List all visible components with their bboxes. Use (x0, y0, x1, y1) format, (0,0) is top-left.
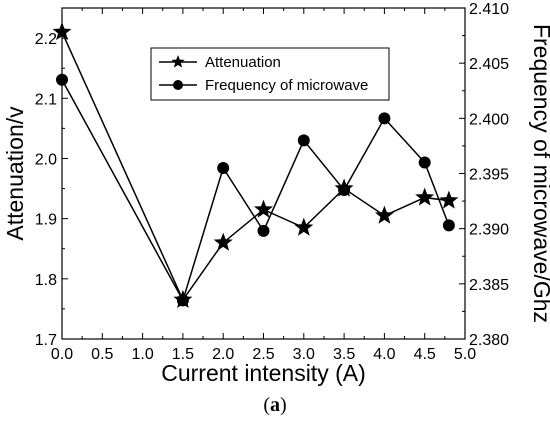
star-point (52, 22, 72, 41)
x-tick-label: 0.0 (51, 346, 73, 363)
x-tick-label: 0.5 (91, 346, 113, 363)
circle-point (217, 161, 230, 174)
figure-caption: (a) (263, 394, 287, 416)
y-left-tick-label: 1.8 (35, 272, 57, 289)
x-tick-label: 2.0 (212, 346, 234, 363)
circle-point (257, 224, 270, 237)
y-right-tick-label: 2.390 (469, 222, 509, 239)
y-right-tick-label: 2.410 (469, 1, 509, 18)
legend-circle-marker (173, 80, 183, 90)
x-axis-title: Current intensity (A) (161, 360, 366, 386)
legend-box (150, 47, 390, 101)
y-right-tick-label: 2.385 (469, 277, 509, 294)
y-right-tick-label: 2.380 (469, 332, 509, 349)
circle-point (418, 156, 431, 169)
y-right-tick-label: 2.405 (469, 56, 509, 73)
star-point (374, 205, 394, 224)
star-point (294, 217, 314, 236)
circle-point (176, 294, 189, 307)
y-left-tick-label: 1.9 (35, 212, 57, 229)
series-line-circle (61, 79, 450, 303)
x-tick-label: 1.0 (131, 346, 153, 363)
legend-star-marker (171, 55, 185, 68)
y-left-tick-label: 2.0 (35, 151, 57, 168)
star-point (253, 199, 274, 218)
y-right-axis-title: Frequency of microwave/Ghz (529, 24, 550, 323)
y-right-tick-label: 2.395 (469, 167, 509, 184)
x-tick-label: 4.5 (414, 346, 436, 363)
circle-point (442, 219, 455, 232)
y-left-tick-label: 2.2 (35, 31, 57, 48)
x-tick-label: 1.5 (172, 346, 194, 363)
star-point (213, 232, 233, 251)
y-left-axis-title: Attenuation/v (2, 106, 28, 241)
axes-layer: 0.0 0.5 1.0 1.5 2.0 2.5 3.0 3.5 4.0 4.5 5.0 1.7 1.8 1… (2, 1, 550, 386)
star-point (439, 190, 459, 209)
y-left-tick-label: 1.7 (35, 332, 57, 349)
series-layer (52, 22, 459, 308)
circle-point (56, 73, 68, 86)
circle-point (338, 184, 351, 197)
caption-letter: a (270, 394, 280, 416)
legend-label: Frequency of microwave (205, 77, 368, 94)
x-tick-label: 5.0 (454, 346, 476, 363)
x-tick-label: 4.0 (373, 346, 395, 363)
x-tick-label: 3.0 (293, 346, 315, 363)
circle-point (378, 112, 391, 125)
x-tick-label: 2.5 (252, 346, 274, 363)
legend-label: Attenuation (205, 54, 281, 71)
y-right-tick-label: 2.400 (469, 111, 509, 128)
legend: Attenuation Frequency of microwave (150, 47, 390, 101)
y-left-tick-label: 2.1 (35, 91, 57, 108)
x-tick-label: 3.5 (333, 346, 355, 363)
star-point (415, 187, 435, 206)
circle-point (297, 134, 310, 147)
